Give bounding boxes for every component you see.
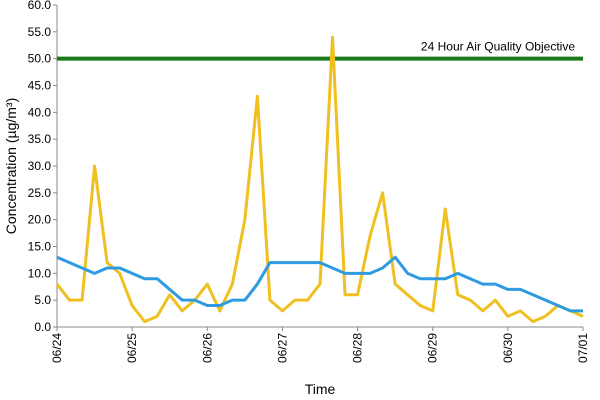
y-tick-label: 0.0: [34, 320, 51, 334]
y-tick-label: 45.0: [28, 79, 52, 93]
data-line: [56, 255, 583, 313]
y-tick-label: 55.0: [28, 25, 52, 39]
x-tick-label: 06/26: [200, 333, 214, 363]
data-line: [55, 35, 584, 324]
y-tick-label: 60.0: [28, 0, 52, 12]
y-tick-label: 20.0: [28, 213, 52, 227]
y-tick-label: 15.0: [28, 240, 52, 254]
x-axis-label: Time: [305, 381, 336, 397]
y-tick-label: 35.0: [28, 132, 52, 146]
x-tick-label: 06/27: [275, 333, 289, 363]
x-tick-label: 06/30: [501, 333, 515, 363]
x-tick-label: 07/01: [576, 333, 590, 363]
x-tick-label: 06/29: [426, 333, 440, 363]
annotation: 24 Hour Air Quality Objective: [421, 40, 575, 54]
y-tick-label: 10.0: [28, 266, 52, 280]
x-tick-label: 06/25: [125, 333, 139, 363]
x-tick-label: 06/28: [351, 333, 365, 363]
y-tick-label: 50.0: [28, 52, 52, 66]
y-tick-label: 25.0: [28, 186, 52, 200]
y-tick-label: 30.0: [28, 159, 52, 173]
y-axis-label: Concentration (µg/m³): [3, 98, 19, 234]
x-tick-label: 06/24: [50, 333, 64, 363]
y-tick-label: 40.0: [28, 105, 52, 119]
y-tick-label: 5.0: [34, 293, 51, 307]
